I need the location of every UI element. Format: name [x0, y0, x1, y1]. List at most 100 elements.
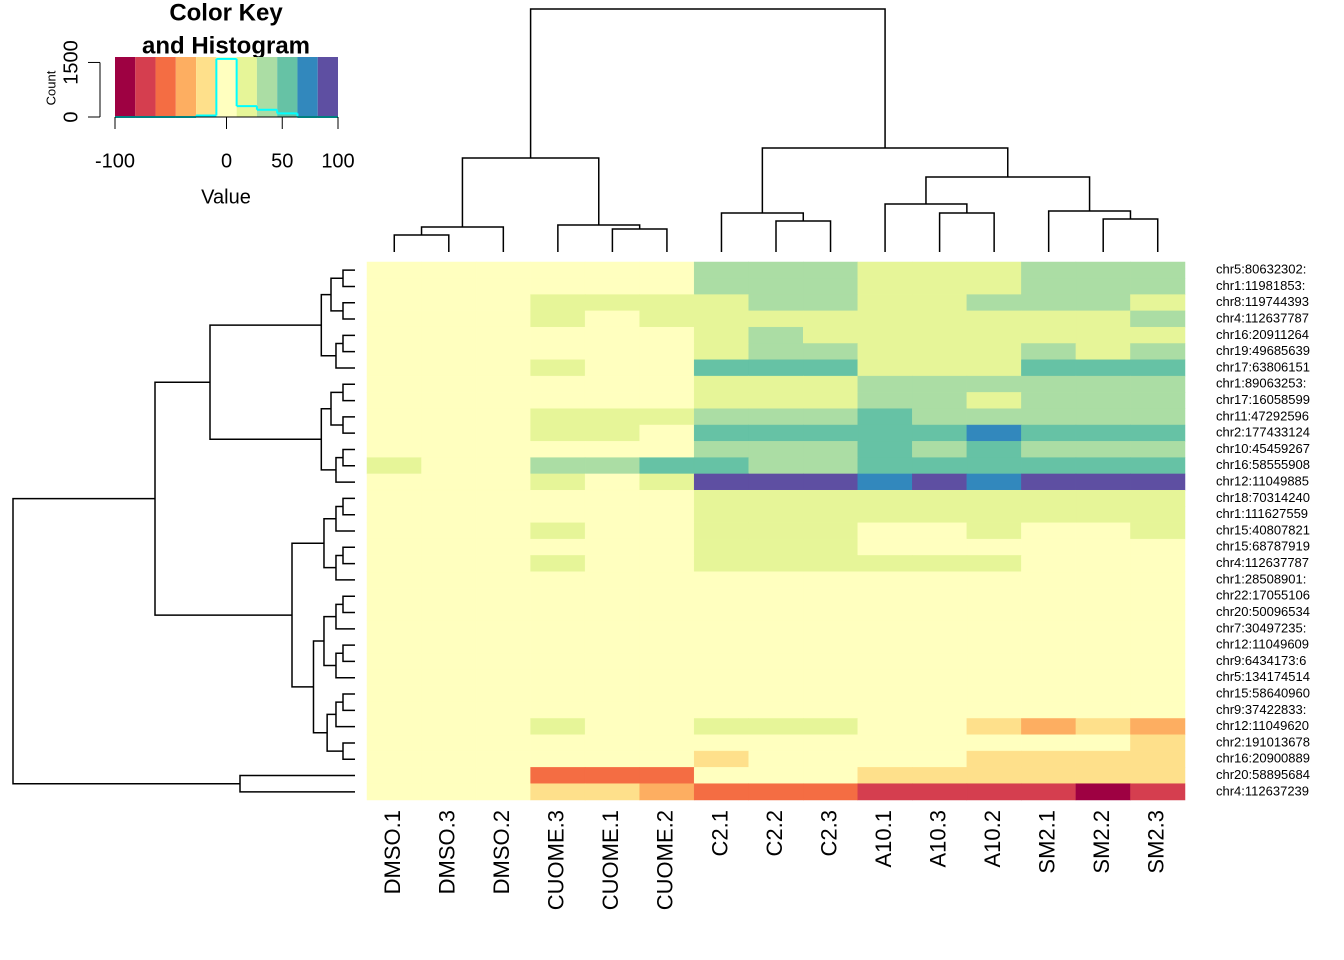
- heatmap-cell: [421, 522, 477, 540]
- heatmap-cell: [912, 278, 968, 295]
- heatmap-cell: [803, 522, 859, 540]
- heatmap-cell: [584, 457, 640, 475]
- heatmap-cell: [857, 734, 913, 752]
- heatmap-cell: [1075, 506, 1131, 524]
- row-label: chr9:37422833:: [1216, 702, 1306, 717]
- dendrogram-branch: [342, 644, 355, 663]
- heatmap-cell: [1130, 620, 1186, 638]
- heatmap-cell: [966, 424, 1022, 442]
- heatmap-cell: [1021, 343, 1077, 361]
- heatmap-cell: [966, 767, 1022, 784]
- heatmap-cell: [584, 392, 640, 409]
- row-label: chr19:49685639: [1216, 343, 1310, 358]
- heatmap-cell: [966, 375, 1022, 393]
- heatmap-cell: [803, 750, 859, 768]
- heatmap-cell: [1075, 408, 1131, 426]
- heatmap-cell: [530, 278, 586, 295]
- heatmap-cell: [1130, 734, 1186, 752]
- column-label: C2.1: [707, 810, 732, 856]
- heatmap-cell: [1075, 473, 1131, 491]
- heatmap-cell: [1021, 750, 1077, 768]
- heatmap-cell: [693, 767, 749, 784]
- heatmap-cell: [748, 457, 804, 475]
- row-label: chr2:177433124: [1216, 425, 1310, 440]
- heatmap-cell: [966, 587, 1022, 605]
- heatmap-cell: [748, 685, 804, 703]
- heatmap-cell: [857, 604, 913, 621]
- heatmap-cell: [1130, 685, 1186, 703]
- heatmap-cell: [966, 571, 1022, 589]
- heatmap-cell: [966, 555, 1022, 573]
- heatmap-cell: [584, 278, 640, 295]
- dendrogram-branch: [330, 277, 343, 312]
- column-label: SM2.2: [1089, 810, 1114, 874]
- heatmap-cell: [475, 278, 531, 295]
- dendrogram-branch: [529, 8, 886, 158]
- heatmap-cell: [803, 343, 859, 361]
- heatmap-cell: [693, 489, 749, 507]
- heatmap-cell: [966, 294, 1022, 312]
- heatmap-cell: [584, 555, 640, 573]
- heatmap-cell: [1075, 343, 1131, 361]
- heatmap-cell: [966, 522, 1022, 540]
- heatmap-cell: [966, 653, 1022, 670]
- key-y-label: Count: [43, 70, 58, 105]
- heatmap-cell: [1075, 636, 1131, 654]
- heatmap-cell: [748, 783, 804, 801]
- heatmap-cell: [1021, 571, 1077, 589]
- heatmap-cell: [639, 278, 695, 295]
- heatmap-cell: [639, 441, 695, 458]
- heatmap-cell: [366, 326, 422, 344]
- dendrogram-branch: [330, 391, 343, 426]
- heatmap-cell: [475, 555, 531, 573]
- heatmap-cell: [1021, 441, 1077, 458]
- heatmap-cell: [639, 653, 695, 670]
- dendrogram-branch: [323, 615, 336, 667]
- heatmap-cell: [584, 261, 640, 279]
- heatmap-cell: [966, 343, 1022, 361]
- heatmap-cell: [693, 701, 749, 719]
- heatmap-cell: [693, 343, 749, 361]
- heatmap-cell: [803, 310, 859, 328]
- heatmap-cell: [1021, 522, 1077, 540]
- column-label: CUOME.3: [544, 810, 569, 910]
- heatmap-cell: [857, 326, 913, 344]
- column-label: SM2.3: [1144, 810, 1169, 874]
- heatmap-cell: [1075, 310, 1131, 328]
- heatmap-cell: [584, 359, 640, 377]
- heatmap-cell: [1021, 457, 1077, 475]
- heatmap-cell: [912, 261, 968, 279]
- column-label: DMSO.1: [380, 810, 405, 894]
- dendrogram-branch: [209, 324, 322, 441]
- row-label: chr15:58640960: [1216, 685, 1310, 700]
- row-label: chr12:11049620: [1216, 718, 1309, 733]
- key-title: and Histogram: [142, 32, 310, 59]
- heatmap-cell: [421, 701, 477, 719]
- dendrogram-branch: [342, 497, 355, 516]
- row-label: chr10:45459267: [1216, 441, 1310, 456]
- heatmap-cell: [584, 441, 640, 458]
- dendrogram-branch: [335, 701, 355, 728]
- heatmap-cell: [366, 718, 422, 736]
- heatmap-cell: [421, 473, 477, 491]
- heatmap-cell: [857, 767, 913, 784]
- heatmap-cell: [912, 473, 968, 491]
- heatmap-cell: [1021, 685, 1077, 703]
- heatmap-cell: [475, 701, 531, 719]
- heatmap-cell: [748, 375, 804, 393]
- heatmap-cell: [530, 294, 586, 312]
- heatmap-cell: [803, 506, 859, 524]
- dendrogram-branch: [1102, 218, 1159, 252]
- heatmap-cell: [530, 424, 586, 442]
- heatmap-cell: [1075, 653, 1131, 670]
- color-key-box: [175, 57, 197, 117]
- x-tick-label: -100: [95, 150, 135, 172]
- heatmap-cell: [966, 473, 1022, 491]
- heatmap-cell: [1021, 489, 1077, 507]
- heatmap-cell: [803, 767, 859, 784]
- heatmap-cell: [1075, 587, 1131, 605]
- heatmap-cell: [748, 506, 804, 524]
- heatmap-cell: [421, 392, 477, 409]
- dendrogram-branch: [335, 554, 355, 581]
- heatmap-cell: [803, 604, 859, 621]
